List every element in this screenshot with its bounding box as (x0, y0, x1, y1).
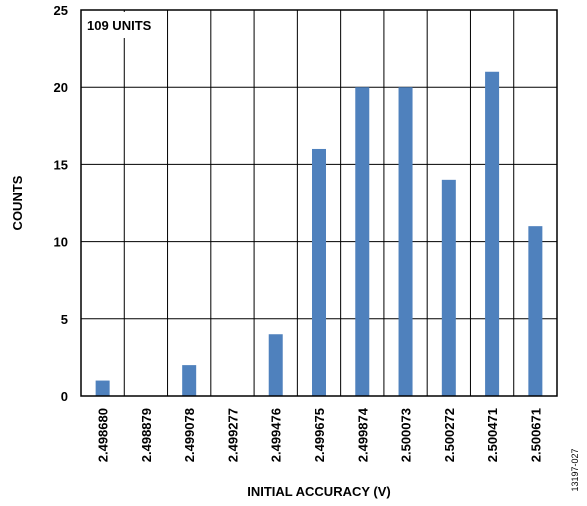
bar (355, 87, 370, 396)
x-tick-label: 2.499277 (225, 408, 240, 462)
units-annotation: 109 UNITS (87, 18, 152, 33)
figure-id: 13197-027 (570, 448, 580, 491)
y-tick-label: 15 (54, 157, 68, 172)
x-tick-label: 2.498879 (139, 408, 154, 462)
bar (441, 179, 456, 396)
x-tick-label: 2.500272 (442, 408, 457, 462)
x-tick-label: 2.500471 (485, 408, 500, 462)
x-tick-label: 2.499078 (182, 408, 197, 462)
x-axis-title: INITIAL ACCURACY (V) (247, 484, 390, 499)
annotation-group: 109 UNITS (83, 12, 161, 38)
bar (528, 226, 543, 396)
y-tick-label: 25 (54, 3, 68, 18)
x-tick-labels: 2.498680 2.498879 2.499078 2.499277 2.499476… (96, 407, 544, 462)
x-tick-label: 2.500073 (399, 408, 414, 462)
bar (268, 334, 283, 396)
x-tick-label: 2.499874 (355, 407, 370, 462)
bar (312, 148, 326, 396)
y-tick-label: 10 (54, 235, 68, 250)
y-tick-label: 20 (54, 80, 68, 95)
x-tick-label: 2.499476 (269, 408, 284, 462)
bar (182, 365, 197, 396)
x-tick-label: 2.500671 (528, 408, 543, 462)
y-tick-label: 5 (61, 312, 68, 327)
plot-frame (80, 9, 558, 397)
bars (95, 71, 543, 396)
bar (485, 71, 500, 396)
y-tick-label: 0 (61, 389, 68, 404)
y-axis-title: COUNTS (10, 175, 25, 230)
x-tick-label: 2.498680 (96, 408, 111, 462)
y-tick-labels: 0 5 10 15 20 25 (54, 3, 68, 404)
bar (398, 87, 413, 396)
bar (95, 380, 110, 396)
x-tick-label: 2.499675 (312, 408, 327, 462)
annotation-box (83, 12, 161, 38)
